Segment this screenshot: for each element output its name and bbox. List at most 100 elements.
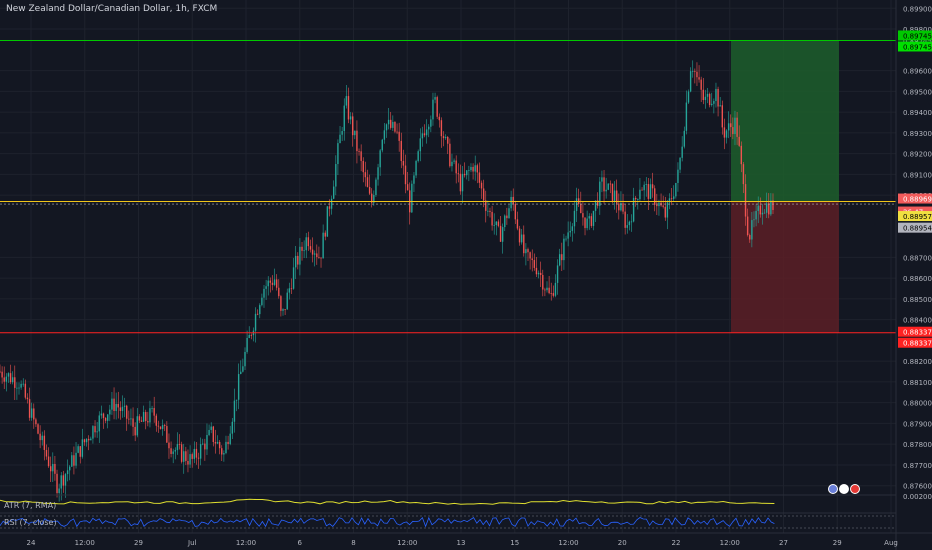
- candle-body: [204, 443, 206, 450]
- stop-label-bg: [898, 337, 932, 348]
- candle-body: [485, 200, 487, 211]
- candle-body: [178, 444, 181, 445]
- price-tick-label: 0.87700: [903, 462, 932, 470]
- candle-body: [197, 457, 200, 459]
- candle-body: [632, 197, 635, 222]
- target-label-outline: 0.89745: [903, 32, 932, 40]
- candle-body: [675, 182, 677, 197]
- candle-body: [668, 198, 671, 203]
- candle-body: [231, 421, 234, 434]
- user-avatar-icon[interactable]: [828, 484, 838, 494]
- candle-body: [364, 172, 367, 178]
- candle-body: [457, 173, 460, 175]
- chart-action-icons[interactable]: [828, 479, 861, 498]
- candle-body: [366, 177, 369, 187]
- candle-body: [360, 151, 362, 161]
- candle-body: [83, 439, 86, 443]
- candle-body: [356, 130, 358, 152]
- candle-body: [630, 221, 633, 223]
- candle-body: [275, 279, 278, 288]
- other-price-label: 0.88954: [903, 225, 932, 233]
- candle-body: [244, 351, 246, 367]
- candle-body: [185, 451, 187, 461]
- candle-body: [542, 274, 544, 290]
- candle-body: [210, 426, 212, 430]
- candle-body: [140, 420, 143, 422]
- candle-body: [195, 448, 198, 458]
- candle-body: [620, 203, 622, 211]
- candle-body: [594, 200, 597, 211]
- stop-label-outline-bg: [898, 326, 932, 337]
- current-price-label-bg: [898, 211, 932, 222]
- candle-body: [537, 272, 540, 275]
- time-axis[interactable]: 24 12:00 29 Jul 12:00 6 8 12:00 13 15 12:00 20 22 12:…: [27, 539, 898, 547]
- candle-body: [309, 246, 312, 250]
- candle-body: [273, 279, 276, 285]
- candle-body: [571, 226, 574, 231]
- candle-body: [278, 287, 280, 297]
- candle-body: [75, 452, 77, 466]
- candle-body: [191, 454, 193, 459]
- price-tick-label: 0.89500: [903, 88, 932, 96]
- candle-body: [286, 292, 288, 310]
- candle-body: [742, 164, 745, 185]
- candle-body: [221, 448, 223, 455]
- candle-body: [687, 91, 690, 103]
- candle-body: [685, 102, 688, 131]
- candle-body: [447, 137, 449, 144]
- candle-body: [425, 129, 428, 136]
- candle-body: [183, 451, 185, 462]
- candle-body: [613, 190, 616, 201]
- candle-body: [111, 398, 113, 410]
- price-tick-label: 0.89900: [903, 5, 932, 13]
- candle-body: [501, 227, 504, 242]
- candle-body: [717, 88, 719, 107]
- candle-body: [18, 387, 20, 389]
- rsi-indicator-label[interactable]: RSI (7, close): [4, 518, 57, 527]
- candle-body: [142, 412, 145, 422]
- candle-body: [400, 140, 402, 161]
- price-tick-label: 0.88400: [903, 317, 932, 325]
- publish-icon[interactable]: [839, 484, 849, 494]
- candle-body: [147, 421, 149, 423]
- candle-body: [9, 373, 12, 383]
- price-tick-label: 0.89400: [903, 109, 932, 117]
- candle-body: [491, 211, 493, 226]
- candle-body: [326, 206, 329, 237]
- candle-body: [7, 373, 10, 377]
- candle-body: [402, 160, 405, 166]
- candle-body: [504, 215, 506, 228]
- candle-body: [757, 205, 759, 211]
- flag-icon[interactable]: [850, 484, 860, 494]
- candle-body: [607, 183, 609, 190]
- price-tick-label: 0.87800: [903, 441, 932, 449]
- candle-body: [58, 488, 60, 494]
- candle-body: [368, 186, 371, 194]
- candle-body: [603, 177, 605, 192]
- candle-body: [294, 255, 297, 268]
- price-tick-label: 0.88200: [903, 358, 932, 366]
- candle-body: [765, 203, 768, 213]
- candle-body: [523, 234, 525, 254]
- candle-body: [558, 254, 561, 266]
- candle-body: [637, 199, 639, 200]
- candle-body: [263, 288, 265, 298]
- candle-body: [466, 170, 468, 176]
- stop-label-outline: 0.88337: [903, 329, 932, 337]
- candle-body: [0, 371, 1, 373]
- time-tick-label: 12:00: [236, 539, 256, 547]
- atr-indicator-label[interactable]: ATR (7, RMA): [4, 501, 57, 510]
- candles: [0, 60, 774, 502]
- candle-body: [320, 257, 322, 259]
- candle-body: [666, 202, 669, 218]
- target-label-outline-bg: [898, 30, 932, 41]
- candle-body: [52, 463, 54, 472]
- candle-body: [216, 441, 219, 444]
- candle-body: [759, 205, 762, 215]
- candle-body: [47, 456, 50, 467]
- candle-body: [449, 143, 451, 167]
- candle-body: [269, 280, 272, 283]
- candle-body: [622, 203, 624, 212]
- candle-body: [489, 210, 491, 212]
